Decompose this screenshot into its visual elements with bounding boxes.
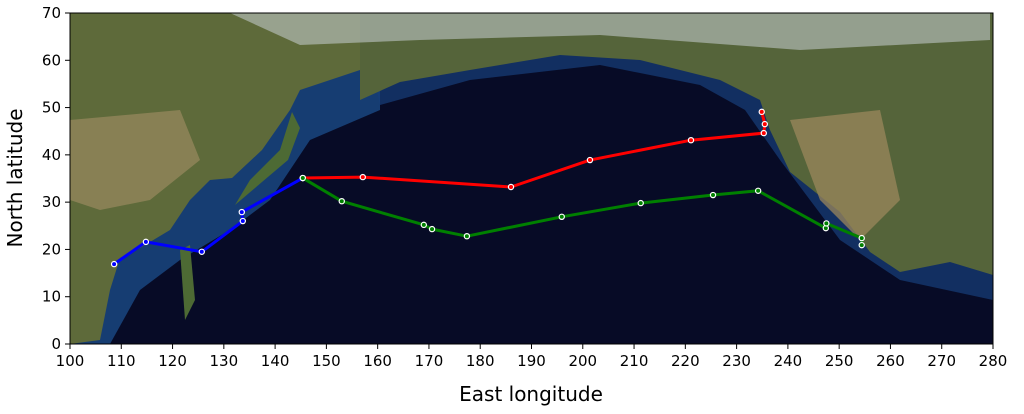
track-2 xyxy=(299,174,865,249)
japan-land xyxy=(235,112,300,205)
asia-land xyxy=(70,13,360,344)
track-point xyxy=(709,191,717,199)
y-tick-label: 50 xyxy=(42,99,61,117)
track-point xyxy=(428,225,436,233)
track-point xyxy=(858,241,865,249)
y-axis-label: North latitude xyxy=(3,108,27,247)
y-tick-label: 20 xyxy=(42,240,61,258)
x-tick-label: 170 xyxy=(415,352,444,370)
x-tick-label: 130 xyxy=(210,352,239,370)
y-tick-label: 70 xyxy=(42,4,61,22)
x-tick-label: 230 xyxy=(722,352,751,370)
track-point xyxy=(758,108,765,116)
track-1 xyxy=(299,108,769,191)
track-point xyxy=(420,221,428,229)
y-tick-label: 10 xyxy=(42,288,61,306)
x-tick-label: 160 xyxy=(363,352,392,370)
track-point xyxy=(760,129,767,137)
philippines-land xyxy=(180,245,195,320)
x-tick-label: 110 xyxy=(107,352,136,370)
track-point xyxy=(299,174,307,182)
x-tick-label: 270 xyxy=(927,352,956,370)
y-tick-label: 60 xyxy=(42,51,61,69)
track-point xyxy=(586,156,594,164)
y-tick-label: 0 xyxy=(51,335,61,353)
asia-desert xyxy=(70,110,200,210)
track-point xyxy=(463,232,471,240)
track-point xyxy=(687,136,695,144)
x-axis-label: East longitude xyxy=(459,382,603,406)
american-desert xyxy=(790,110,900,240)
track-point xyxy=(858,234,865,242)
x-axis: 100 110 120 130 140 150 160 170 180 190 200 210 220 2… xyxy=(56,344,1008,370)
x-tick-label: 140 xyxy=(261,352,290,370)
x-tick-label: 240 xyxy=(774,352,803,370)
x-tick-label: 280 xyxy=(979,352,1008,370)
x-tick-label: 100 xyxy=(56,352,85,370)
track-point xyxy=(338,197,345,205)
x-tick-label: 250 xyxy=(825,352,854,370)
track-point xyxy=(754,187,762,194)
track-point xyxy=(761,120,769,128)
track-point xyxy=(637,199,644,207)
track-point xyxy=(507,183,515,191)
x-tick-label: 180 xyxy=(466,352,495,370)
x-tick-label: 260 xyxy=(876,352,905,370)
track-point xyxy=(110,260,118,268)
y-axis: 0 10 20 30 40 50 60 70 xyxy=(42,4,70,353)
y-tick-label: 40 xyxy=(42,146,61,164)
track-line xyxy=(113,176,304,266)
x-tick-label: 120 xyxy=(158,352,187,370)
x-tick-label: 190 xyxy=(517,352,546,370)
x-tick-label: 210 xyxy=(620,352,649,370)
x-tick-label: 200 xyxy=(568,352,597,370)
tracks xyxy=(110,108,865,268)
track-point xyxy=(823,220,830,227)
track-point xyxy=(238,208,245,216)
x-tick-label: 220 xyxy=(671,352,700,370)
track-point xyxy=(142,238,150,246)
track-point xyxy=(198,248,205,255)
x-tick-label: 150 xyxy=(312,352,341,370)
north-america-land xyxy=(360,13,993,275)
snow-cover xyxy=(230,13,990,50)
track-point xyxy=(239,217,247,225)
y-tick-label: 30 xyxy=(42,193,61,211)
basemap xyxy=(70,13,993,344)
track-point xyxy=(558,213,565,221)
track-point xyxy=(359,173,366,181)
